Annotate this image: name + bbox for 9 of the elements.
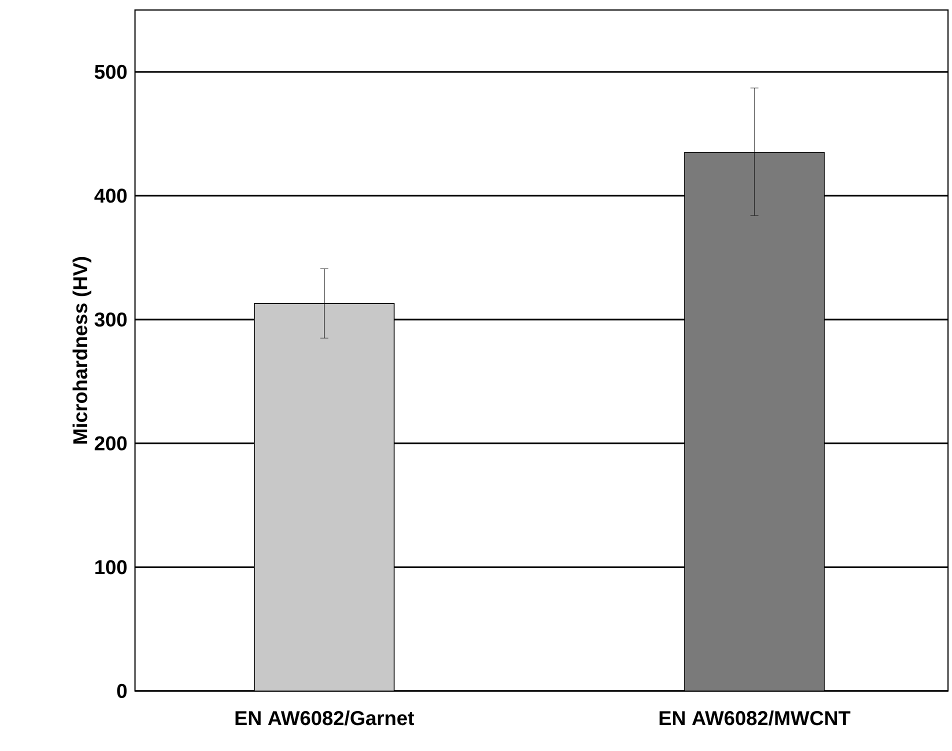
y-axis-title: Microhardness (HV) — [72, 257, 92, 444]
x-tick-label: EN AW6082/Garnet — [236, 710, 414, 726]
y-tick-label: 500 — [94, 64, 127, 79]
y-tick-label: 200 — [94, 436, 127, 450]
x-tick-label: EN AW6082/MWCNT — [660, 710, 850, 726]
y-tick-label: 0 — [117, 684, 127, 698]
y-tick-label: 100 — [95, 560, 127, 574]
y-tick-label: 300 — [94, 312, 127, 327]
y-tick-label: 400 — [94, 188, 127, 203]
